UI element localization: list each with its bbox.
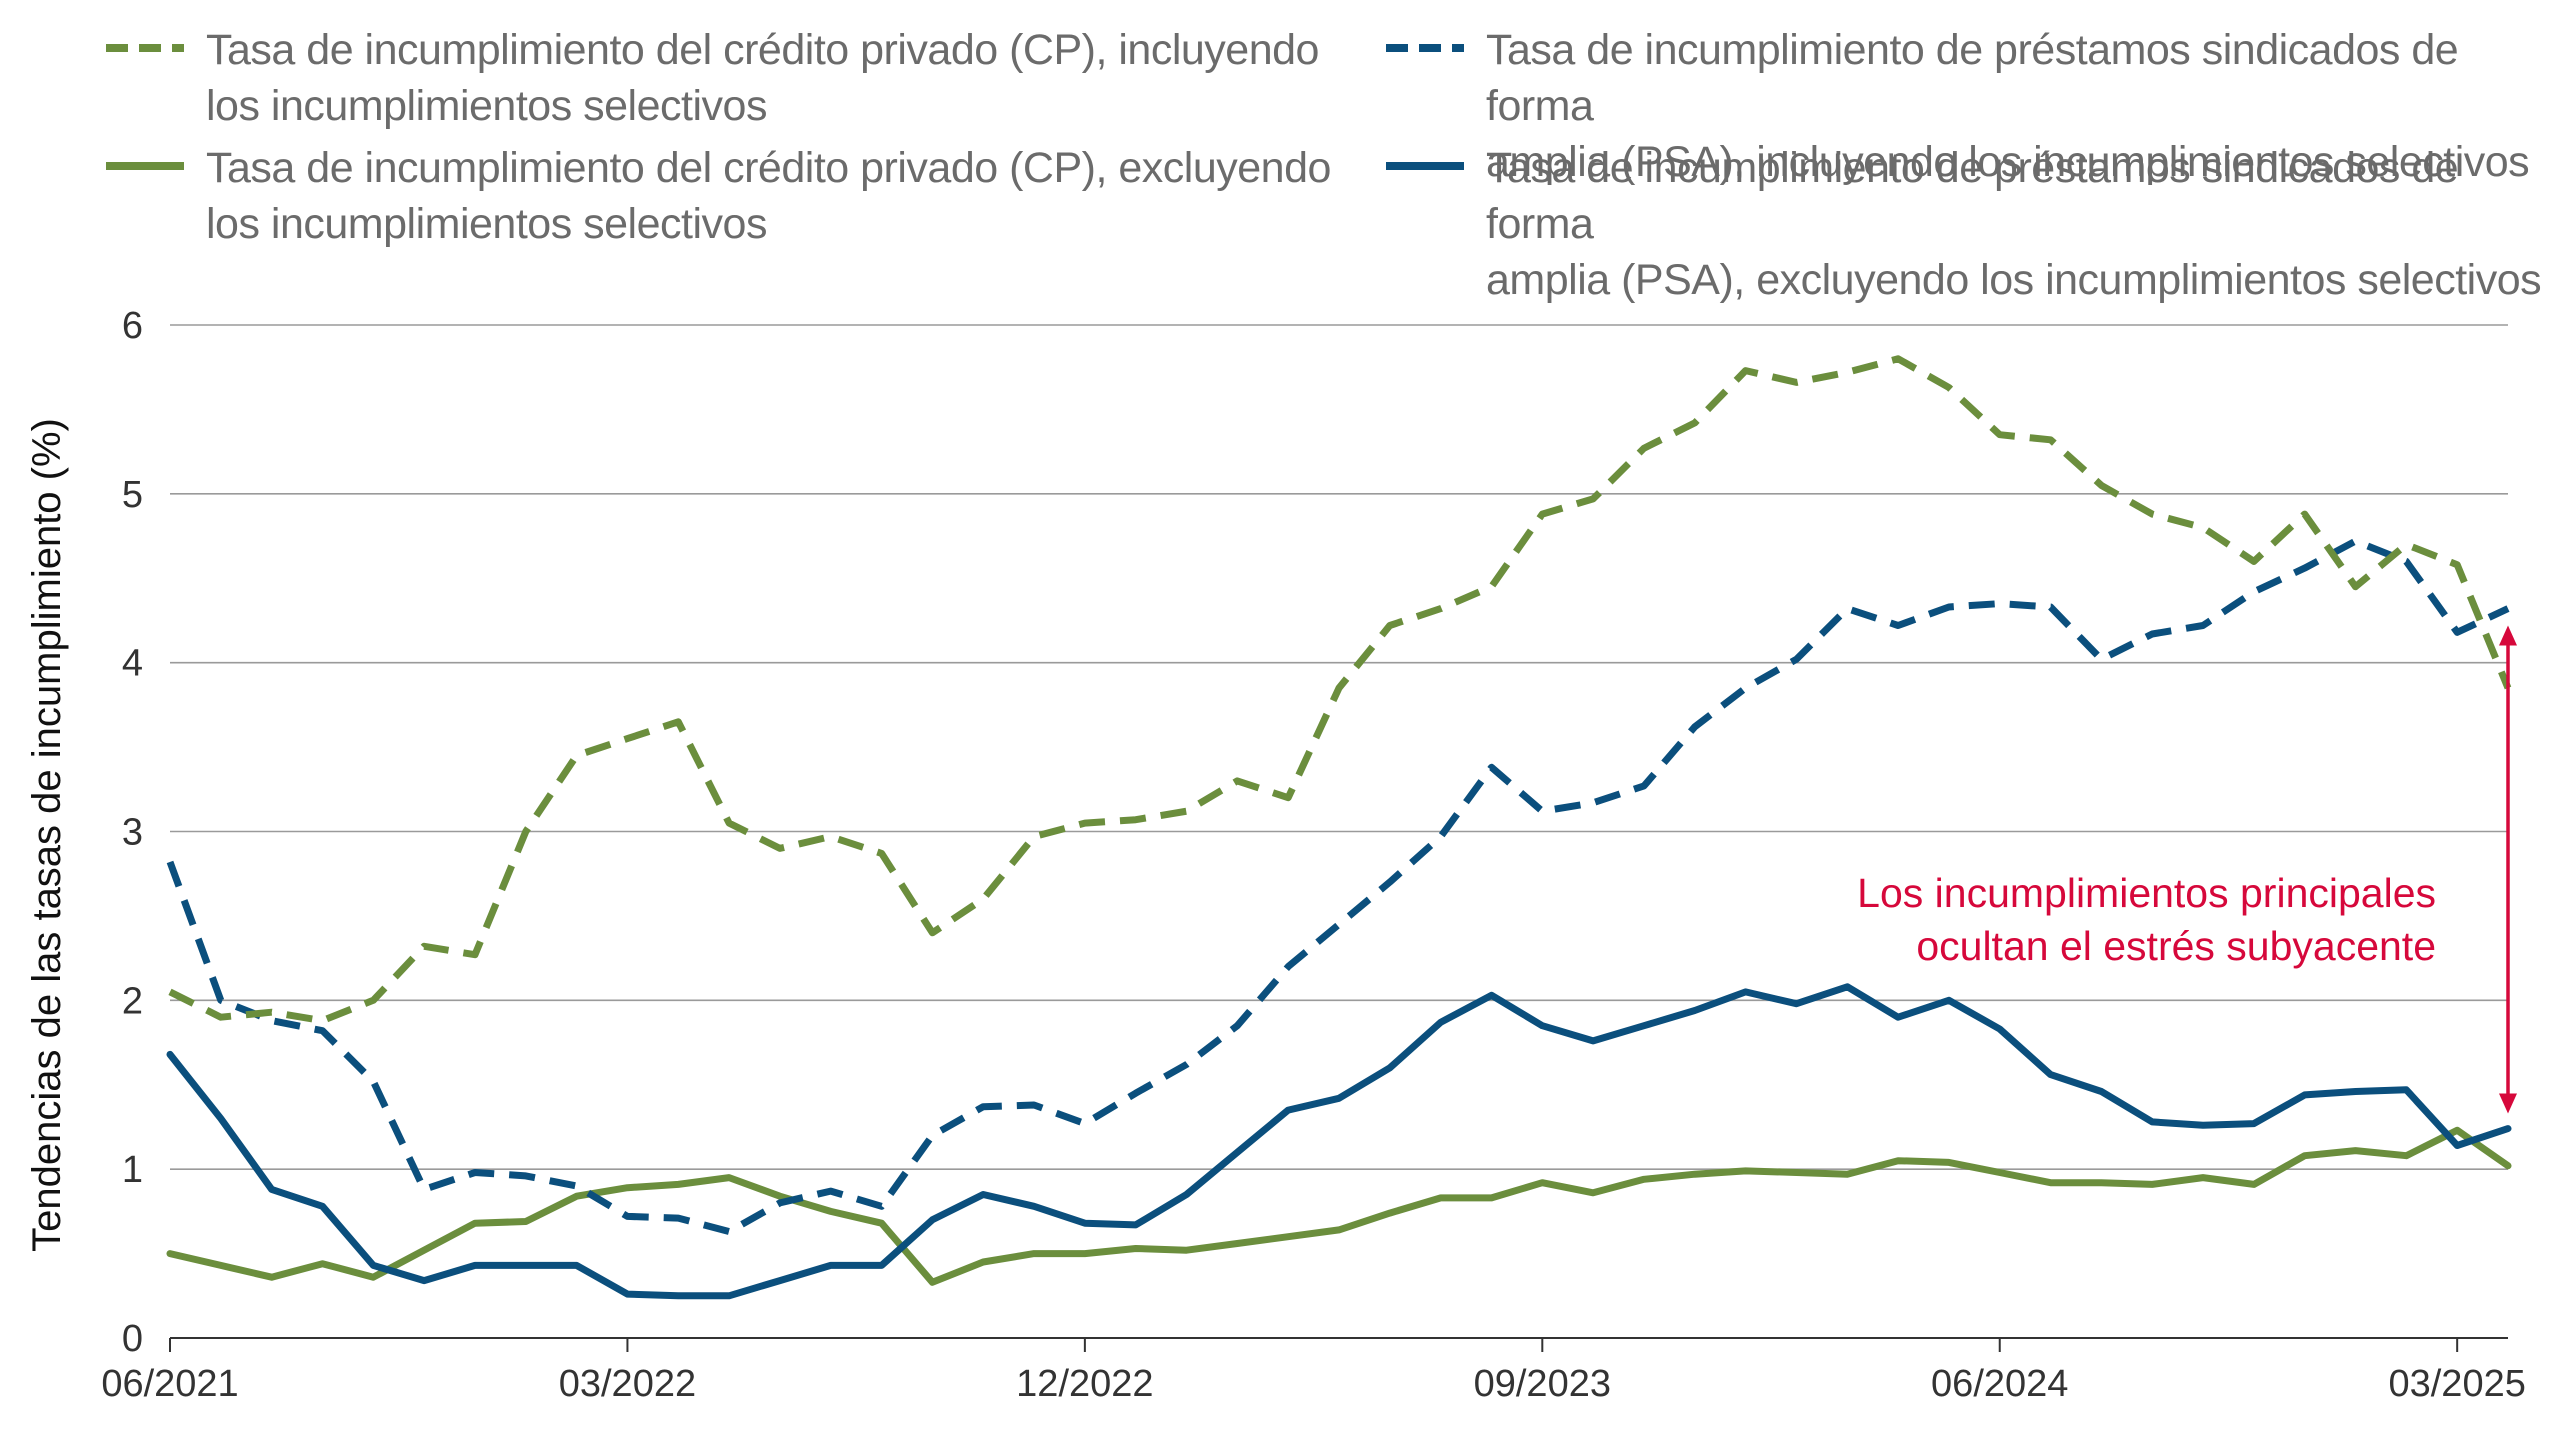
legend-label-psa-incl: Tasa de incumplimiento de préstamos sind…: [1486, 22, 2560, 190]
series-line-1: [166, 1126, 2512, 1286]
x-tick-label: 06/2024: [1931, 1363, 2068, 1405]
y-tick-label: 3: [122, 812, 143, 854]
legend-label-line: amplia (PSA), incluyendo los incumplimie…: [1486, 138, 2530, 186]
legend-item-psa-incl: Tasa de incumplimiento de préstamos sind…: [1384, 22, 2560, 190]
x-tick-label: 12/2022: [1016, 1363, 1153, 1405]
x-tick-label: 03/2022: [559, 1363, 696, 1405]
legend-swatch-psa-excl: [1386, 162, 1464, 170]
legend-label-line: los incumplimientos selectivos: [206, 200, 767, 248]
legend-label-line: los incumplimientos selectivos: [206, 82, 767, 130]
annotation-line-2: ocultan el estrés subyacente: [1916, 923, 2436, 969]
grid-lines: [170, 324, 2508, 1339]
series-line-0: [168, 355, 2512, 1025]
y-tick-label: 5: [122, 474, 143, 516]
legend-swatch-cp-excl: [106, 162, 184, 170]
y-axis-ticks: 0 1 2 3 4 5 6: [122, 305, 143, 1360]
annotation-arrow-head-top: [2499, 625, 2517, 646]
legend-swatch-cp-incl: [106, 44, 184, 52]
legend-label-line: Tasa de incumplimiento del crédito priva…: [206, 144, 1331, 192]
annotation: Los incumplimientos principales ocultan …: [1857, 625, 2517, 1114]
legend-label-psa-excl: Tasa de incumplimiento de préstamos sind…: [1486, 140, 2560, 308]
y-tick-label: 6: [122, 305, 143, 347]
x-tick-label: 03/2025: [2388, 1363, 2525, 1405]
series-lines: [166, 355, 2512, 1300]
y-tick-label: 2: [122, 980, 143, 1022]
legend-swatch-psa-incl: [1386, 44, 1464, 52]
y-tick-label: 4: [122, 643, 143, 685]
series-line-3: [166, 983, 2512, 1300]
x-tick-label: 06/2021: [101, 1363, 238, 1405]
annotation-line-1: Los incumplimientos principales: [1857, 870, 2436, 916]
y-tick-label: 0: [122, 1318, 143, 1360]
y-tick-label: 1: [122, 1149, 143, 1191]
x-axis-ticks: 06/2021 03/2022 12/2022 09/2023 06/2024 03/20…: [101, 1338, 2526, 1405]
legend-item-cp-excl: Tasa de incumplimiento del crédito priva…: [104, 140, 1331, 252]
annotation-arrow-head-bottom: [2499, 1093, 2517, 1114]
legend-label-line: Tasa de incumplimiento de préstamos sind…: [1486, 144, 2459, 248]
legend-item-psa-excl: Tasa de incumplimiento de préstamos sind…: [1384, 140, 2560, 308]
legend-label-cp-excl: Tasa de incumplimiento del crédito priva…: [206, 140, 1331, 252]
y-axis-title: Tendencias de las tasas de incumplimient…: [25, 418, 69, 1252]
legend-item-cp-incl: Tasa de incumplimiento del crédito priva…: [104, 22, 1319, 134]
legend-label-line: amplia (PSA), excluyendo los incumplimie…: [1486, 256, 2542, 304]
legend-label-line: Tasa de incumplimiento de préstamos sind…: [1486, 26, 2459, 130]
x-tick-label: 09/2023: [1474, 1363, 1611, 1405]
legend-label-cp-incl: Tasa de incumplimiento del crédito priva…: [206, 22, 1319, 134]
legend-label-line: Tasa de incumplimiento del crédito priva…: [206, 26, 1319, 74]
series-line-2: [166, 537, 2510, 1236]
